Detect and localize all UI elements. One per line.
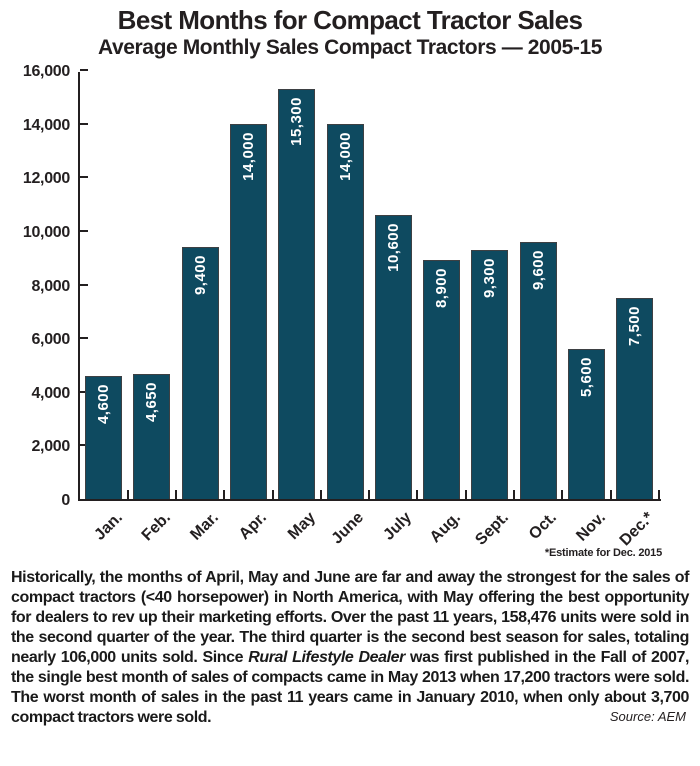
y-axis-label: 0 (61, 492, 70, 509)
plot-area: 4,600 4,650 9,400 14,000 15,300 14,000 10,600 8… (78, 69, 661, 501)
bar-chart: 4,600 4,650 9,400 14,000 15,300 14,000 10,600 8… (0, 60, 700, 565)
chart-subtitle: Average Monthly Sales Compact Tractors —… (97, 36, 603, 59)
bar: 9,300 (471, 250, 509, 499)
y-axis-tick (80, 444, 88, 447)
y-axis-label: 16,000 (22, 63, 70, 80)
bar: 14,000 (229, 124, 267, 499)
y-axis-tick (80, 337, 88, 340)
x-axis-tick (609, 490, 612, 499)
y-axis-tick (80, 283, 88, 286)
bar-value-label: 14,000 (239, 132, 257, 181)
bar: 8,900 (423, 260, 461, 499)
x-axis-tick (513, 490, 516, 499)
x-axis-tick (368, 490, 371, 499)
body-paragraph: Historically, the months of April, May a… (0, 565, 700, 728)
y-axis-tick (80, 229, 88, 232)
bar: 9,600 (519, 242, 557, 499)
x-axis-tick (657, 490, 660, 499)
bar: 15,300 (278, 89, 316, 499)
page-title: Best Months for Compact Tractor Sales (117, 5, 583, 35)
x-axis-tick (416, 490, 419, 499)
y-axis-label: 12,000 (22, 170, 70, 188)
y-axis-tick (80, 122, 88, 125)
bar-value-label: 5,600 (578, 357, 595, 398)
y-axis-label: 8,000 (31, 277, 70, 295)
bar: 5,600 (568, 349, 605, 499)
x-axis-tick (223, 490, 226, 499)
y-axis-label: 4,000 (31, 384, 70, 402)
y-axis-tick (80, 69, 88, 71)
bar: 14,000 (326, 124, 364, 499)
bar: 4,600 (85, 376, 122, 499)
bar-value-label: 4,650 (143, 382, 161, 423)
bar-value-label: 7,500 (626, 306, 644, 347)
bar-value-label: 9,300 (481, 258, 499, 299)
body-text-segment: Historically, the months of April, May a… (11, 569, 689, 666)
x-axis-tick (174, 490, 177, 499)
x-axis-tick (271, 490, 274, 499)
bar-value-label: 8,900 (433, 268, 451, 309)
bar-value-label: 4,600 (95, 384, 112, 425)
y-axis-label: 2,000 (31, 438, 70, 456)
body-text-segment: was first published in the Fall of 2007,… (11, 649, 690, 726)
x-axis-tick (126, 490, 129, 499)
x-axis-tick (464, 490, 467, 499)
bar-value-label: 14,000 (336, 132, 354, 181)
y-axis-label: 10,000 (22, 223, 70, 241)
x-axis-tick (319, 490, 322, 499)
estimate-note: *Estimate for Dec. 2015 (544, 547, 662, 559)
bar-value-label: 9,400 (191, 255, 209, 296)
source-credit: Source: AEM (609, 709, 686, 724)
y-axis-label: 14,000 (22, 116, 70, 134)
y-axis-tick (80, 390, 88, 393)
bar-value-label: 15,300 (288, 97, 306, 146)
bar-value-label: 9,600 (529, 250, 547, 291)
y-axis-label: 6,000 (31, 331, 70, 349)
bar: 4,650 (133, 374, 171, 499)
x-axis-tick (561, 490, 564, 499)
bar: 7,500 (616, 298, 654, 499)
bar: 9,400 (181, 247, 219, 499)
bar-value-label: 10,600 (384, 223, 402, 272)
publication-name: Rural Lifestyle Dealer (248, 649, 405, 666)
bar: 10,600 (374, 215, 412, 499)
y-axis-tick (80, 176, 88, 179)
